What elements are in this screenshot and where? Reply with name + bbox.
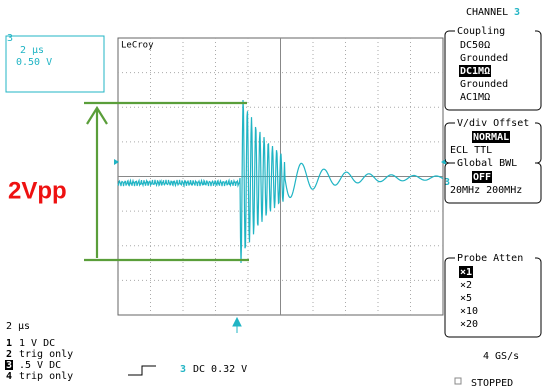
menu-title: Global BWL	[457, 158, 517, 169]
menu-option[interactable]: ×1	[460, 267, 472, 278]
channel-number: 4	[6, 371, 12, 382]
time-div: 2 µs	[20, 45, 44, 56]
header-channel: 3	[514, 7, 520, 18]
menu-title: Coupling	[457, 26, 505, 37]
annotation-label: 2Vpp	[8, 177, 67, 204]
menu-option[interactable]: ×2	[460, 280, 472, 291]
scope-screen: CHANNEL 3 3 2 µs 0.50 V LeCroy 3 2Vpp Co…	[0, 0, 543, 389]
volt-div: 0.50 V	[16, 57, 52, 68]
channel-setting: 1 V DC	[19, 338, 55, 349]
header-title: CHANNEL	[466, 7, 508, 18]
menu-option[interactable]: ×5	[460, 293, 472, 304]
channel-number: 2	[6, 349, 12, 360]
trigger-channel: 3	[180, 364, 186, 375]
channel-number: 1	[6, 338, 12, 349]
channel-setting: trig only	[19, 349, 73, 360]
brand: LeCroy	[121, 41, 154, 51]
menu-option[interactable]: ECL TTL	[450, 145, 492, 156]
menu-option[interactable]: AC1MΩ	[460, 92, 490, 103]
menu-option[interactable]: 20MHz 200MHz	[450, 185, 522, 196]
acq-state: STOPPED	[471, 378, 513, 389]
menu-option[interactable]: ×20	[460, 319, 478, 330]
trace-channel: 3	[7, 33, 13, 44]
menu-option[interactable]: Grounded	[460, 79, 508, 90]
menu-option[interactable]: DC1MΩ	[460, 66, 490, 77]
channel-setting: .5 V DC	[19, 360, 61, 371]
menu-option[interactable]: ×10	[460, 306, 478, 317]
menu-title: V/div Offset	[457, 118, 529, 129]
menu-option[interactable]: OFF	[473, 172, 491, 183]
menu-option[interactable]: NORMAL	[473, 132, 509, 143]
sample-rate: 4 GS/s	[483, 351, 519, 362]
menu-option[interactable]: DC50Ω	[460, 40, 490, 51]
channel-setting: trip only	[19, 371, 73, 382]
trigger-level: DC 0.32 V	[193, 364, 247, 375]
channel-number: 3	[6, 360, 12, 371]
timebase: 2 µs	[6, 321, 30, 332]
menu-option[interactable]: Grounded	[460, 53, 508, 64]
menu-title: Probe Atten	[457, 253, 523, 264]
